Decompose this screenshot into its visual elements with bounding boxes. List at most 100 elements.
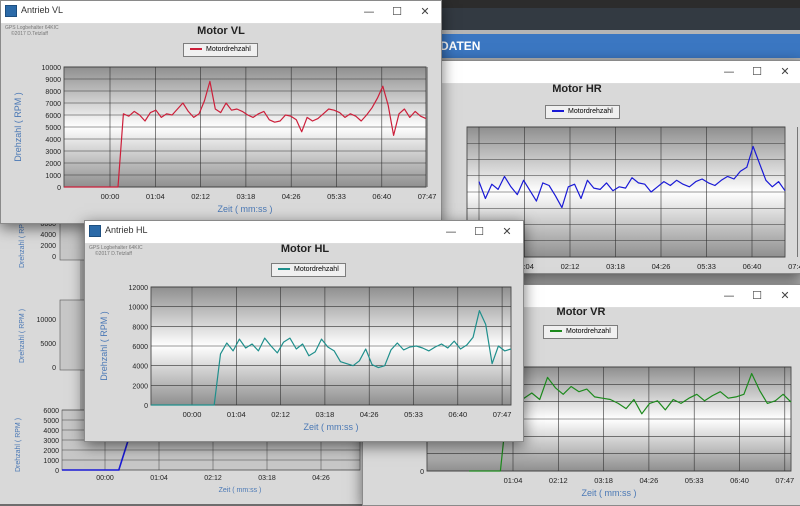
- x-tick-label: 04:26: [640, 476, 659, 485]
- close-button[interactable]: ✕: [780, 65, 790, 78]
- y-axis-label: Drehzahl ( RPM ): [99, 311, 109, 381]
- bg-y-tick-label: 0: [52, 365, 56, 372]
- x-tick-label: 00:00: [101, 192, 120, 201]
- x-tick-label: 02:12: [549, 476, 568, 485]
- x-axis-label: Zeit ( mm:ss ): [218, 204, 273, 214]
- x-tick-label: 07:47: [493, 410, 512, 419]
- x-tick-label: 01:04: [227, 410, 246, 419]
- window-title: Antrieb VL: [21, 5, 64, 15]
- legend-label: Motordrehzahl: [294, 266, 339, 273]
- bg-y-tick-label: 2000: [43, 448, 59, 455]
- motor-vl-window[interactable]: Antrieb VL — ☐ ✕ GPS Logbehalter 64KIC ©…: [0, 0, 442, 224]
- bg-y-tick-label: 6000: [40, 221, 56, 228]
- x-tick-label: 06:40: [730, 476, 749, 485]
- minimize-button[interactable]: —: [445, 225, 457, 238]
- x-tick-label: 03:18: [237, 192, 256, 201]
- y-tick-label: 8000: [132, 324, 148, 331]
- series-line: [64, 80, 427, 188]
- x-tick-label: 07:47: [788, 262, 800, 271]
- x-tick-label: 03:18: [316, 410, 335, 419]
- chart-title: Motor HR: [552, 83, 602, 95]
- window-title: Antrieb HL: [105, 225, 148, 235]
- app-icon: [5, 5, 17, 17]
- close-button[interactable]: ✕: [780, 289, 790, 302]
- minimize-button[interactable]: —: [723, 289, 735, 302]
- x-tick-label: 04:26: [282, 192, 301, 201]
- x-tick-label: 06:40: [372, 192, 391, 201]
- x-tick-label: 06:40: [448, 410, 467, 419]
- x-tick-label: 06:40: [743, 262, 762, 271]
- window-titlebar[interactable]: — ☐ ✕: [437, 61, 800, 84]
- watermark: GPS Logbehalter 64KIC ©2017 D.Tetzlaff: [89, 245, 143, 257]
- x-tick-label: 01:04: [504, 476, 523, 485]
- chart-title: Motor VL: [197, 25, 245, 37]
- y-tick-label: 3000: [45, 149, 61, 156]
- x-tick-label: 00:00: [183, 410, 202, 419]
- bg-x-tick-label: 00:00: [96, 475, 114, 482]
- x-tick-label: 07:47: [775, 476, 794, 485]
- bg-x-tick-label: 02:12: [204, 475, 222, 482]
- maximize-button[interactable]: ☐: [752, 65, 762, 78]
- x-tick-label: 05:33: [697, 262, 716, 271]
- x-tick-label: 04:26: [652, 262, 671, 271]
- bg-y-tick-label: 0: [55, 468, 59, 475]
- bg-y-axis-label: Drehzahl ( RPM ): [19, 214, 26, 268]
- watermark: GPS Logbehalter 64KIC ©2017 D.Tetzlaff: [5, 25, 59, 37]
- background-app-header: DATEN: [438, 34, 800, 58]
- motor-hl-chart: 0 2000 4000 6000 8000 10000 12000 00:00 01:04 02:…: [99, 243, 512, 432]
- chart-title: Motor VR: [557, 306, 606, 318]
- y-tick-label: 2000: [132, 383, 148, 390]
- y-tick-label: 6000: [132, 344, 148, 351]
- y-tick-label: 6000: [45, 113, 61, 120]
- maximize-button[interactable]: ☐: [392, 5, 402, 18]
- x-tick-label: 07:47: [418, 192, 437, 201]
- bg-x-tick-label: 01:04: [150, 475, 168, 482]
- bg-y-tick-label: 2000: [40, 243, 56, 250]
- watermark-line: ©2017 D.Tetzlaff: [95, 251, 132, 257]
- motor-hr-window[interactable]: — ☐ ✕ 00:0001:0402:1203:1804:2605:3306:4…: [436, 60, 800, 274]
- x-tick-label: 01:04: [146, 192, 165, 201]
- chart-legend: Motordrehzahl: [271, 263, 346, 277]
- x-tick-label: 03:18: [594, 476, 613, 485]
- y-tick-label: 7000: [45, 101, 61, 108]
- legend-label: Motordrehzahl: [206, 46, 251, 53]
- y-tick-label: 10000: [129, 305, 149, 312]
- maximize-button[interactable]: ☐: [752, 289, 762, 302]
- bg-y-axis-label: Drehzahl ( RPM ): [19, 309, 26, 363]
- y-tick-label: 0: [57, 185, 61, 192]
- close-button[interactable]: ✕: [502, 225, 512, 238]
- x-axis-label: Zeit ( mm:ss ): [582, 488, 637, 498]
- motor-vl-chart: 0 1000 2000 3000 4000 5000 6000 7000 8000 9000 100…: [13, 25, 437, 214]
- x-tick-label: 01:04: [515, 262, 534, 271]
- series-line: [151, 310, 512, 406]
- bg-y-tick-label: 0: [52, 254, 56, 261]
- bg-y-tick-label: 3000: [43, 438, 59, 445]
- x-tick-label: 02:12: [561, 262, 580, 271]
- x-tick-label: 05:33: [685, 476, 704, 485]
- watermark-line: ©2017 D.Tetzlaff: [11, 31, 48, 37]
- x-tick-label: 04:26: [360, 410, 379, 419]
- minimize-button[interactable]: —: [363, 5, 375, 18]
- motor-hl-window[interactable]: Antrieb HL — ☐ ✕ GPS Logbehalter 64KIC ©…: [84, 220, 524, 442]
- close-button[interactable]: ✕: [420, 5, 430, 18]
- chart-legend: Motordrehzahl: [543, 325, 618, 339]
- background-app-topbar: [438, 0, 800, 8]
- legend-swatch: [552, 110, 564, 113]
- window-titlebar[interactable]: Antrieb VL — ☐ ✕: [1, 1, 441, 24]
- y-axis-label: Drehzahl ( RPM ): [13, 92, 23, 162]
- bg-y-tick-label: 10000: [37, 317, 57, 324]
- y-tick-label: 10000: [42, 65, 62, 72]
- y-tick-label: 5000: [45, 125, 61, 132]
- legend-label: Motordrehzahl: [566, 328, 611, 335]
- x-tick-label: 02:12: [271, 410, 290, 419]
- y-tick-label: 9000: [45, 77, 61, 84]
- window-titlebar[interactable]: Antrieb HL — ☐ ✕: [85, 221, 523, 244]
- legend-swatch: [190, 48, 202, 51]
- minimize-button[interactable]: —: [723, 65, 735, 78]
- y-tick-label: 0: [420, 469, 424, 476]
- y-tick-label: 0: [144, 403, 148, 410]
- bg-x-tick-label: 03:18: [258, 475, 276, 482]
- chart-legend: Motordrehzahl: [183, 43, 258, 57]
- bg-y-tick-label: 4000: [40, 232, 56, 239]
- maximize-button[interactable]: ☐: [474, 225, 484, 238]
